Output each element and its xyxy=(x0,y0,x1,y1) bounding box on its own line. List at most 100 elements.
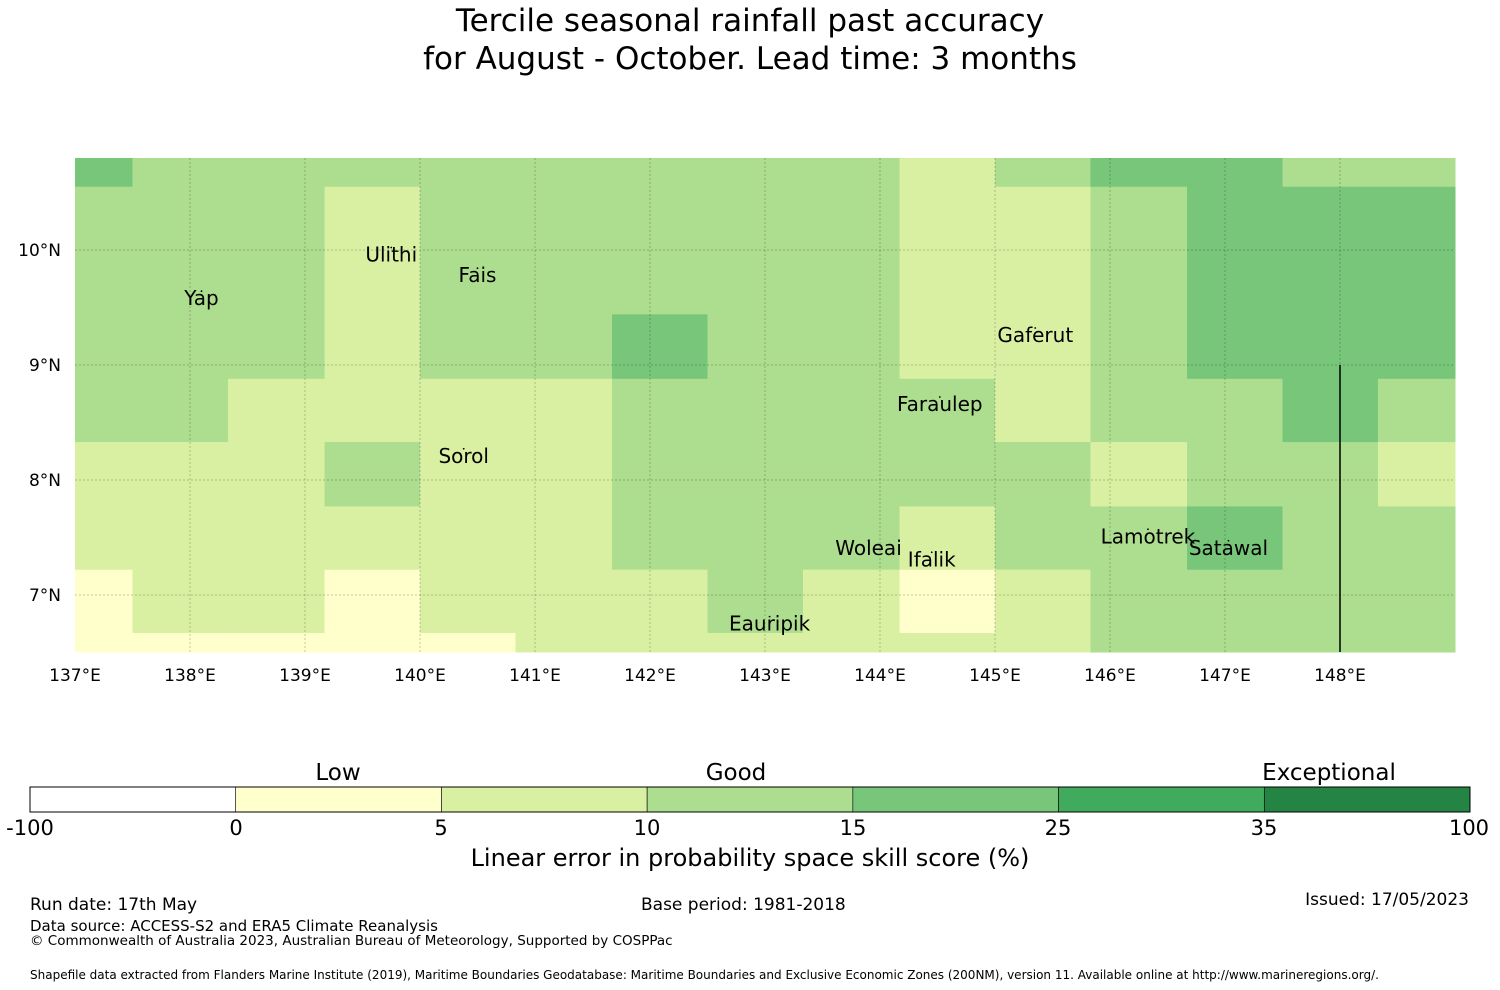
colorbar-tick-label: 0 xyxy=(229,816,243,840)
skill-cell xyxy=(707,442,804,507)
skill-cell xyxy=(75,632,133,653)
skill-cell xyxy=(995,186,1091,315)
issued-date: Issued: 17/05/2023 xyxy=(1305,890,1469,910)
skill-cell xyxy=(612,186,708,315)
copyright: © Commonwealth of Australia 2023, Austra… xyxy=(30,933,673,949)
skill-cell xyxy=(707,569,804,634)
skill-cell xyxy=(515,632,613,653)
skill-cell xyxy=(995,378,1091,443)
skill-cell xyxy=(707,158,804,188)
skill-cell xyxy=(75,378,133,443)
graticule xyxy=(75,158,1455,652)
skill-cell xyxy=(1187,632,1283,653)
skill-cell xyxy=(324,378,421,443)
skill-cell xyxy=(995,569,1091,634)
skill-cell xyxy=(132,314,229,380)
skill-cell xyxy=(707,186,804,315)
colorbar-segment xyxy=(441,786,648,813)
skill-cell xyxy=(227,378,326,443)
place-label: Sorol xyxy=(438,444,489,468)
skill-cell xyxy=(227,506,326,571)
skill-cell xyxy=(1090,632,1188,653)
island-marker xyxy=(768,615,771,618)
skill-cell xyxy=(132,186,229,315)
colorbar-segment xyxy=(29,786,237,813)
colorbar-title: Linear error in probability space skill … xyxy=(470,844,1030,872)
skill-cell xyxy=(324,442,421,507)
skill-cell xyxy=(324,314,421,380)
skill-cell xyxy=(420,506,516,571)
colorbar-tick-label: -100 xyxy=(6,816,54,840)
skill-cell xyxy=(132,632,229,653)
island-marker xyxy=(462,447,465,450)
skill-cell xyxy=(1377,158,1456,188)
skill-cell xyxy=(1282,632,1379,653)
skill-cell xyxy=(612,632,708,653)
skill-cell xyxy=(899,378,996,443)
colorbar-segment xyxy=(646,786,854,813)
skill-cell xyxy=(1187,442,1283,507)
island-marker xyxy=(1227,539,1230,542)
colorbar-frame xyxy=(29,786,1471,813)
skill-cell xyxy=(75,158,133,188)
skill-cell xyxy=(515,378,613,443)
colorbar-tick-label: 35 xyxy=(1250,816,1278,840)
longitude-tick-label: 145°E xyxy=(969,666,1021,686)
skill-cell xyxy=(612,569,708,634)
skill-cell xyxy=(612,378,708,443)
skill-cell xyxy=(515,506,613,571)
island-marker xyxy=(1147,528,1149,531)
skill-cell xyxy=(1187,569,1283,634)
run-date: Run date: 17th May xyxy=(30,895,198,915)
skill-cell xyxy=(612,158,708,188)
longitude-tick-label: 144°E xyxy=(854,666,906,686)
skill-cell xyxy=(324,569,421,634)
latitude-tick-label: 9°N xyxy=(29,356,61,376)
skill-cell xyxy=(75,314,133,380)
skill-cell xyxy=(1090,442,1188,507)
skill-cell xyxy=(802,442,901,507)
latitude-tick-label: 7°N xyxy=(29,586,61,606)
skill-cell xyxy=(420,186,516,315)
skill-cell xyxy=(612,442,708,507)
data-source: Data source: ACCESS-S2 and ERA5 Climate … xyxy=(30,917,438,935)
colorbar xyxy=(29,786,1471,813)
skill-cell xyxy=(420,378,516,443)
axis-ticks: 137°E 138°E 139°E 140°E 141°E 142°E 143°E 144°E… xyxy=(18,241,1366,686)
skill-cell xyxy=(899,186,996,315)
skill-cell xyxy=(995,506,1091,571)
latitude-tick-label: 10°N xyxy=(18,241,61,261)
skill-cell xyxy=(802,569,901,634)
skill-cell xyxy=(802,186,901,315)
longitude-tick-label: 140°E xyxy=(394,666,446,686)
base-period: Base period: 1981-2018 xyxy=(641,895,846,915)
place-label: Satawal xyxy=(1189,536,1268,560)
skill-cell xyxy=(1187,506,1283,571)
skill-cell xyxy=(802,314,901,380)
skill-cell xyxy=(995,158,1091,188)
skill-cell xyxy=(420,314,516,380)
skill-cell xyxy=(707,378,804,443)
skill-cell xyxy=(1282,314,1379,380)
skill-cell xyxy=(1377,314,1456,380)
skill-cell xyxy=(899,569,996,634)
shapefile-credit: Shapefile data extracted from Flanders M… xyxy=(30,968,1379,982)
skill-cell xyxy=(75,186,133,315)
colorbar-segment xyxy=(235,786,442,813)
category-label-good: Good xyxy=(705,760,767,786)
skill-cell xyxy=(227,314,326,380)
skill-cell xyxy=(899,632,996,653)
skill-cell xyxy=(420,158,516,188)
place-labels: Yap Ulithi Fais Gaferut Faraulep Sorol Woleai I… xyxy=(183,243,1268,636)
skill-cell xyxy=(75,442,133,507)
skill-cell xyxy=(995,442,1091,507)
map-title-line-1: Tercile seasonal rainfall past accuracy xyxy=(455,3,1045,39)
latitude-tick-label: 8°N xyxy=(29,471,61,491)
place-label: Ulithi xyxy=(365,243,417,267)
skill-cell xyxy=(515,442,613,507)
skill-cell xyxy=(227,158,326,188)
skill-cell xyxy=(1282,506,1379,571)
skill-cell xyxy=(1377,506,1456,571)
skill-cell xyxy=(132,378,229,443)
skill-cell xyxy=(324,158,421,188)
